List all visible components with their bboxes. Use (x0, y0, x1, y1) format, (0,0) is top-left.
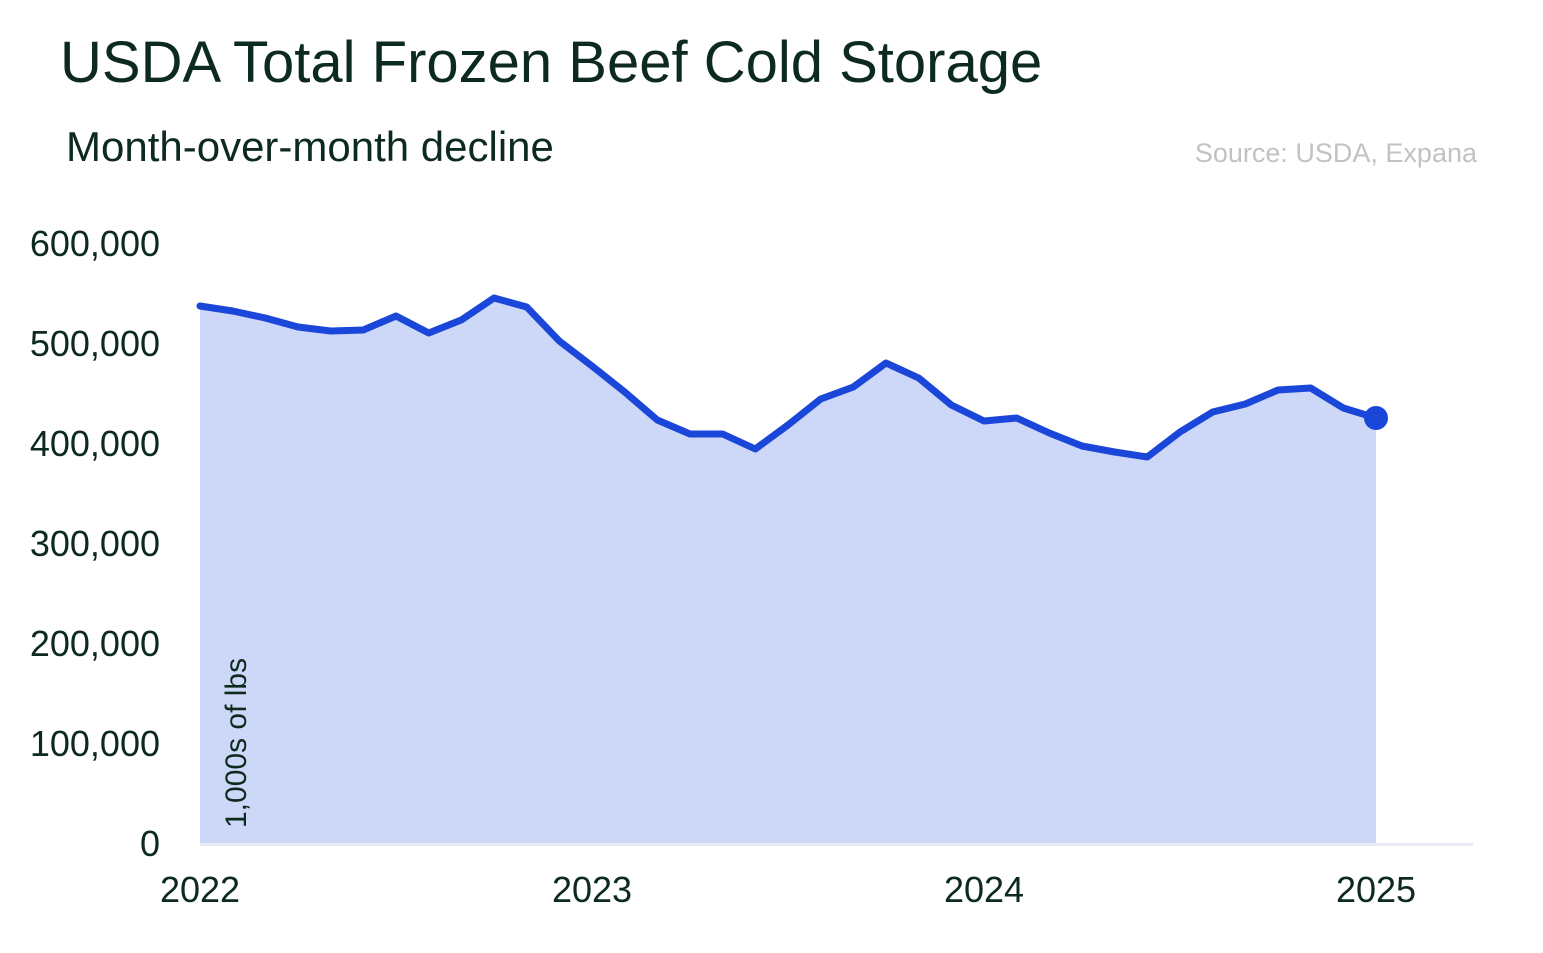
y-tick-label: 300,000 (30, 523, 160, 564)
plot-area: 1,000s of lbs (196, 294, 1473, 846)
y-tick-label: 100,000 (30, 723, 160, 764)
area-fill (200, 298, 1376, 843)
y-axis-label: 1,000s of lbs (220, 658, 253, 828)
chart-title: USDA Total Frozen Beef Cold Storage (60, 30, 1043, 95)
x-tick-label: 2025 (1336, 869, 1416, 910)
chart-subtitle: Month-over-month decline (66, 123, 554, 170)
x-axis-ticks: 2022 2023 2024 2025 (160, 869, 1416, 910)
x-tick-label: 2024 (944, 869, 1024, 910)
x-tick-label: 2022 (160, 869, 240, 910)
y-axis-ticks: 0 100,000 200,000 300,000 400,000 500,000 600,… (30, 223, 160, 864)
y-tick-label: 400,000 (30, 423, 160, 464)
y-tick-label: 500,000 (30, 323, 160, 364)
y-tick-label: 600,000 (30, 223, 160, 264)
source-note: Source: USDA, Expana (1194, 138, 1477, 168)
latest-point-marker (1364, 406, 1388, 430)
x-tick-label: 2023 (552, 869, 632, 910)
y-tick-label: 200,000 (30, 623, 160, 664)
y-tick-label: 0 (140, 823, 160, 864)
